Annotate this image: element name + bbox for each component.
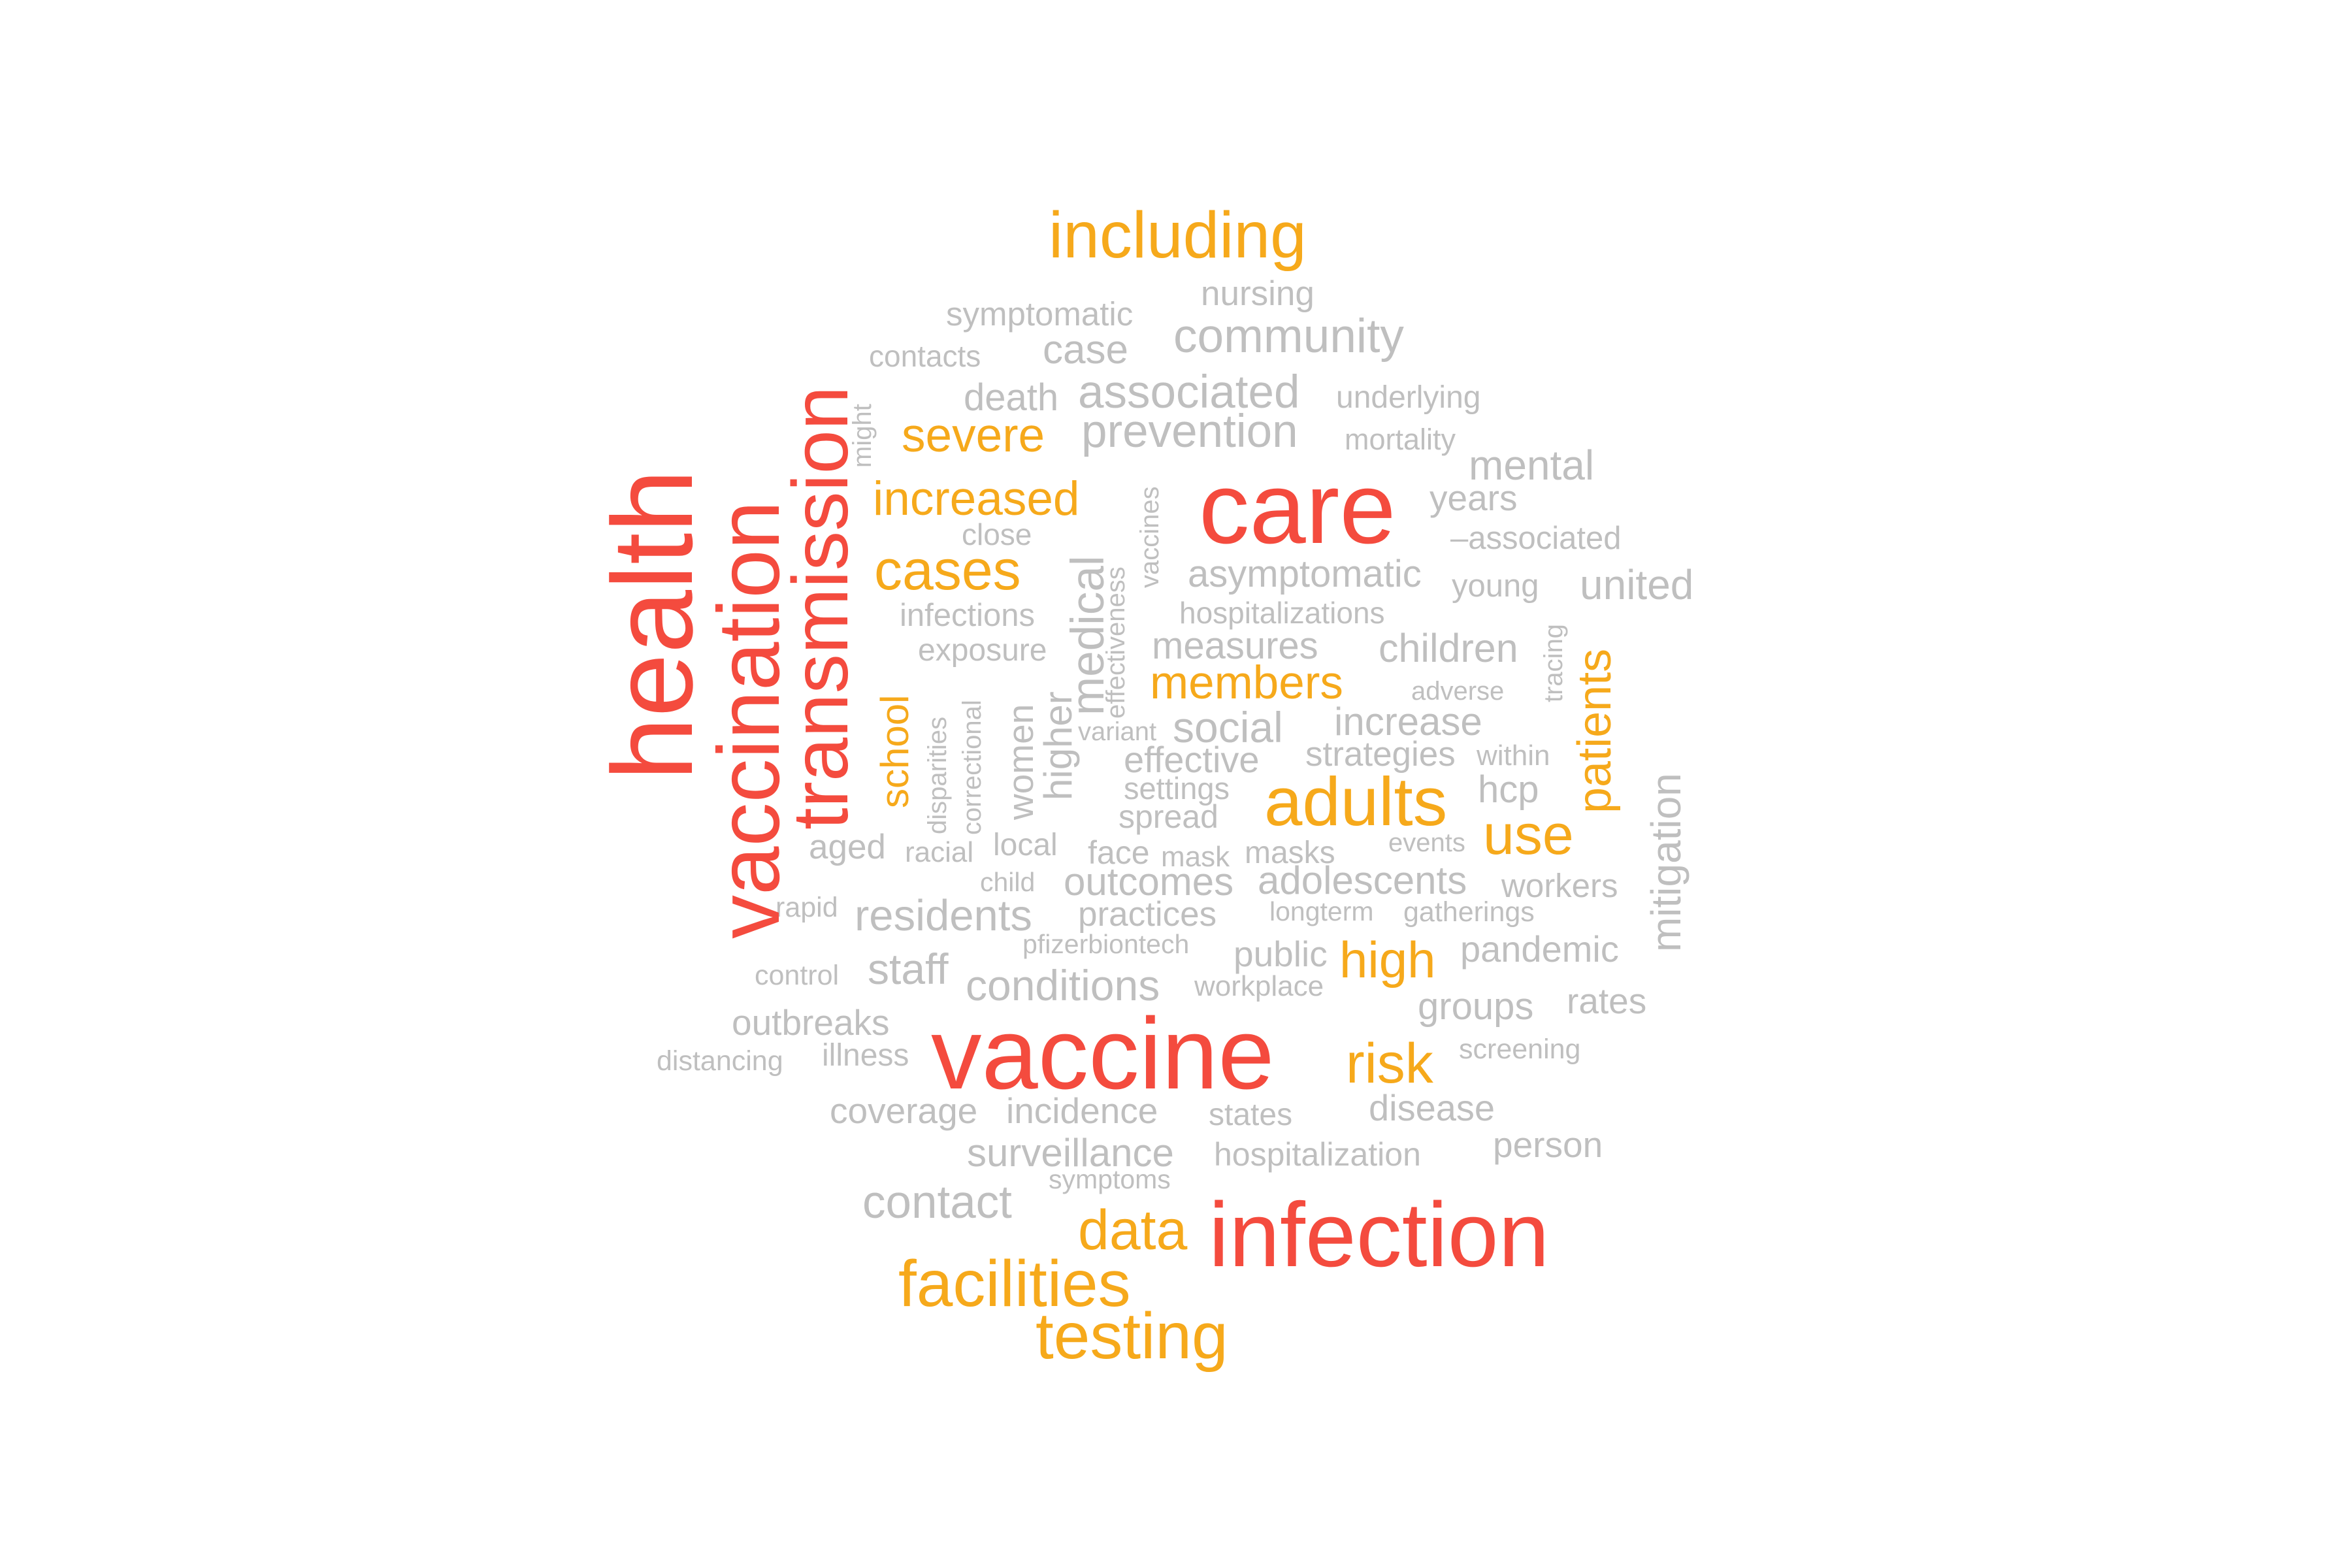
word-settings: settings xyxy=(1124,771,1230,806)
word-facilities: facilities xyxy=(898,1247,1131,1320)
word-surveillance: surveillance xyxy=(967,1131,1174,1175)
word-mental: mental xyxy=(1469,442,1595,489)
word-coverage: coverage xyxy=(830,1090,978,1131)
word-might: might xyxy=(848,404,877,468)
word-measures: measures xyxy=(1152,625,1318,667)
word-prevention: prevention xyxy=(1081,406,1298,457)
word-rates: rates xyxy=(1567,981,1647,1021)
word-adverse: adverse xyxy=(1411,677,1505,706)
word-contacts: contacts xyxy=(869,339,981,373)
word-workplace: workplace xyxy=(1194,970,1324,1002)
word-mitigation: mitigation xyxy=(1642,773,1690,952)
word-including: including xyxy=(1049,199,1307,272)
word-patients: patients xyxy=(1569,648,1621,813)
word-residents: residents xyxy=(855,891,1032,940)
word-contact: contact xyxy=(862,1177,1012,1228)
word-high: high xyxy=(1339,931,1436,988)
word-person: person xyxy=(1493,1124,1603,1165)
word-young: young xyxy=(1452,568,1539,604)
word-asymptomatic: asymptomatic xyxy=(1188,553,1422,595)
word-hcp: hcp xyxy=(1478,768,1539,811)
word-vaccines: vaccines xyxy=(1135,486,1164,588)
word-mask: mask xyxy=(1161,841,1230,873)
word-years: years xyxy=(1429,478,1518,518)
word-outcomes: outcomes xyxy=(1064,860,1234,904)
word-infection: infection xyxy=(1209,1183,1550,1286)
word-associated: –associated xyxy=(1450,521,1622,556)
word-infections: infections xyxy=(900,598,1036,633)
word-within: within xyxy=(1477,740,1550,772)
word-disparities: disparities xyxy=(923,716,952,834)
word-women: women xyxy=(1000,704,1041,820)
word-masks: masks xyxy=(1245,836,1335,870)
word-racial: racial xyxy=(905,836,974,868)
word-public: public xyxy=(1233,934,1328,974)
word-face: face xyxy=(1088,834,1150,871)
word-hospitalization: hospitalization xyxy=(1214,1136,1421,1173)
word-conditions: conditions xyxy=(966,961,1160,1009)
word-death: death xyxy=(964,376,1059,419)
word-children: children xyxy=(1379,626,1518,670)
word-variant: variant xyxy=(1078,717,1157,746)
word-case: case xyxy=(1043,327,1128,372)
word-social: social xyxy=(1173,703,1283,751)
word-pandemic: pandemic xyxy=(1460,928,1619,970)
word-use: use xyxy=(1483,804,1574,866)
word-mortality: mortality xyxy=(1345,423,1456,456)
word-rapid: rapid xyxy=(776,892,838,923)
word-groups: groups xyxy=(1418,985,1534,1028)
word-hospitalizations: hospitalizations xyxy=(1179,596,1385,630)
word-correctional: correctional xyxy=(958,700,987,835)
word-gatherings: gatherings xyxy=(1403,896,1535,928)
word-health: health xyxy=(589,469,717,781)
word-members: members xyxy=(1150,657,1343,709)
word-spread: spread xyxy=(1119,798,1218,835)
word-cases: cases xyxy=(874,539,1021,602)
word-workers: workers xyxy=(1501,867,1618,904)
word-strategies: strategies xyxy=(1305,735,1456,774)
word-longterm: longterm xyxy=(1269,896,1374,926)
word-risk: risk xyxy=(1346,1032,1433,1095)
word-nursing: nursing xyxy=(1201,274,1315,313)
word-testing: testing xyxy=(1036,1299,1228,1373)
word-events: events xyxy=(1388,828,1465,857)
word-tracing: tracing xyxy=(1539,623,1568,702)
word-pfizerbiontech: pfizerbiontech xyxy=(1022,929,1190,959)
word-practices: practices xyxy=(1078,895,1217,934)
word-outbreaks: outbreaks xyxy=(732,1002,890,1043)
word-care: care xyxy=(1199,451,1396,564)
word-child: child xyxy=(980,867,1036,897)
word-adolescents: adolescents xyxy=(1258,858,1467,902)
word-aged: aged xyxy=(809,828,886,866)
word-effective: effective xyxy=(1124,739,1260,780)
word-states: states xyxy=(1209,1098,1293,1132)
word-exposure: exposure xyxy=(918,633,1047,668)
word-increase: increase xyxy=(1334,700,1482,743)
word-united: united xyxy=(1580,561,1694,608)
word-illness: illness xyxy=(822,1038,909,1073)
word-incidence: incidence xyxy=(1006,1090,1158,1131)
word-school: school xyxy=(873,694,917,808)
word-effectiveness: effectiveness xyxy=(1102,566,1130,719)
word-screening: screening xyxy=(1459,1034,1581,1065)
word-control: control xyxy=(755,960,840,991)
word-severe: severe xyxy=(902,409,1045,462)
word-underlying: underlying xyxy=(1336,380,1481,415)
word-community: community xyxy=(1173,310,1404,363)
word-distancing: distancing xyxy=(657,1045,783,1077)
word-disease: disease xyxy=(1369,1087,1495,1128)
word-local: local xyxy=(993,828,1058,862)
word-vaccine: vaccine xyxy=(931,997,1275,1110)
word-symptoms: symptoms xyxy=(1049,1164,1171,1194)
word-symptomatic: symptomatic xyxy=(946,295,1134,333)
word-staff: staff xyxy=(868,945,949,993)
word-increased: increased xyxy=(873,472,1080,525)
word-associated: associated xyxy=(1078,367,1300,418)
word-data: data xyxy=(1078,1199,1188,1262)
word-adults: adults xyxy=(1264,764,1448,840)
word-close: close xyxy=(962,517,1032,551)
